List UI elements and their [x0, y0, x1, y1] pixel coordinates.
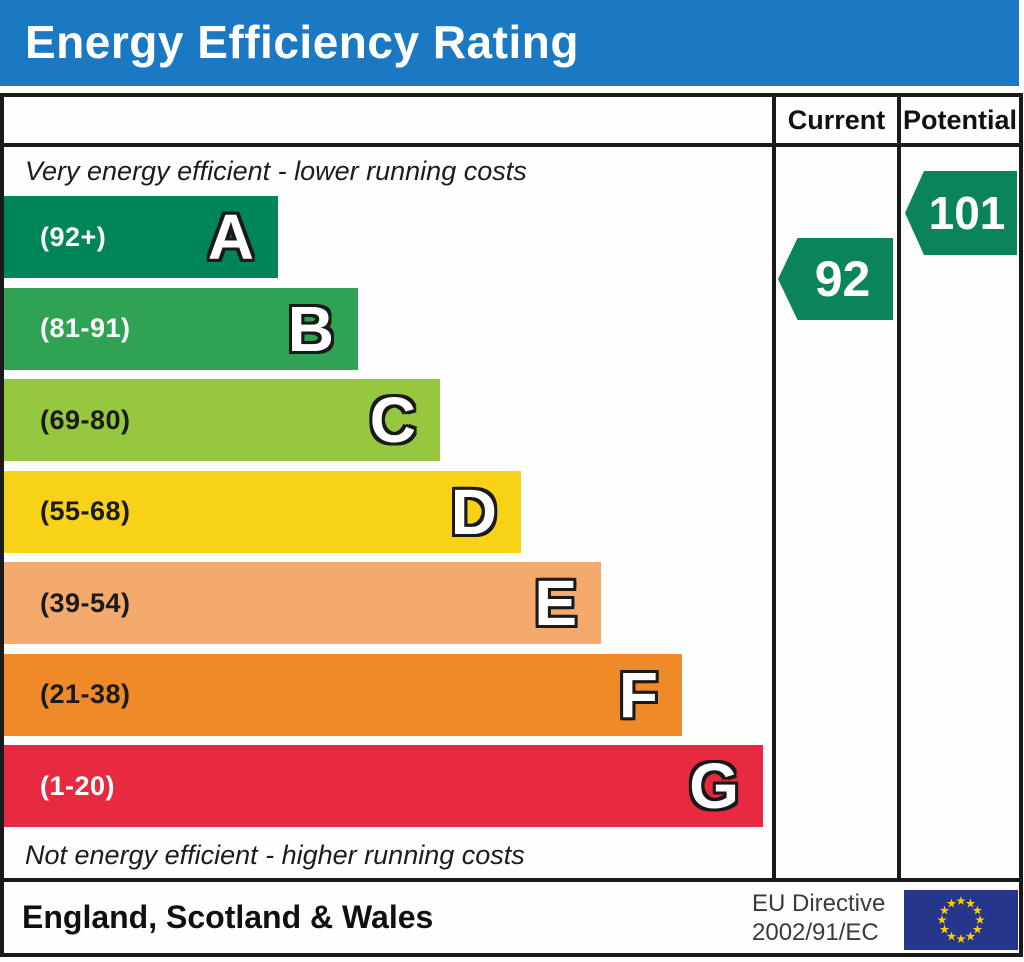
- band-row: (1-20) G: [4, 745, 763, 827]
- band-row: (69-80) C: [4, 379, 440, 461]
- potential-rating-value: 101: [928, 187, 1006, 239]
- bottom-caption: Not energy efficient - higher running co…: [25, 840, 525, 870]
- bands: (92+) A (81-91) B (69-80) C (55-68) D (3…: [4, 196, 770, 837]
- eu-directive-label: EU Directive 2002/91/EC: [752, 889, 885, 947]
- band-range-label: (39-54): [40, 587, 131, 618]
- footer: England, Scotland & Wales EU Directive 2…: [4, 882, 1019, 953]
- current-potential-divider: [897, 93, 901, 882]
- band-letter: B: [287, 292, 334, 365]
- eu-flag-icon: [904, 890, 1018, 950]
- band-range-label: (55-68): [40, 496, 131, 526]
- chart-current-divider: [772, 93, 776, 882]
- band-letter: A: [207, 201, 254, 273]
- band-range-label: (69-80): [40, 404, 131, 435]
- current-rating-arrow: 92: [778, 238, 893, 320]
- band-letter: G: [689, 750, 739, 822]
- band-row: (92+) A: [4, 196, 278, 278]
- footer-row-divider: [0, 878, 1023, 882]
- band-range-label: (21-38): [40, 679, 131, 709]
- title-bar: Energy Efficiency Rating: [0, 0, 1019, 86]
- top-caption: Very energy efficient - lower running co…: [25, 156, 527, 186]
- band-letter: D: [450, 475, 497, 548]
- potential-rating-arrow: 101: [905, 171, 1017, 255]
- band-row: (55-68) D: [4, 470, 521, 553]
- band-range-label: (1-20): [40, 770, 116, 801]
- column-header-potential: Potential: [902, 104, 1017, 135]
- header-row-divider: [0, 143, 1023, 147]
- band-range-label: (92+): [40, 221, 107, 252]
- column-header-current: Current: [787, 104, 886, 135]
- band-letter: C: [369, 384, 416, 456]
- page-title: Energy Efficiency Rating: [25, 16, 579, 68]
- band-letter: E: [534, 567, 577, 639]
- band-letter: F: [618, 658, 658, 731]
- eu-directive-line2: 2002/91/EC: [752, 919, 879, 946]
- band-row: (81-91) B: [4, 287, 358, 370]
- eu-directive-line1: EU Directive: [752, 890, 886, 917]
- band-row: (39-54) E: [4, 562, 601, 644]
- band-row: (21-38) F: [4, 653, 682, 736]
- band-range-label: (81-91): [40, 313, 131, 343]
- footer-region-label: England, Scotland & Wales: [22, 899, 434, 935]
- current-rating-value: 92: [814, 251, 871, 307]
